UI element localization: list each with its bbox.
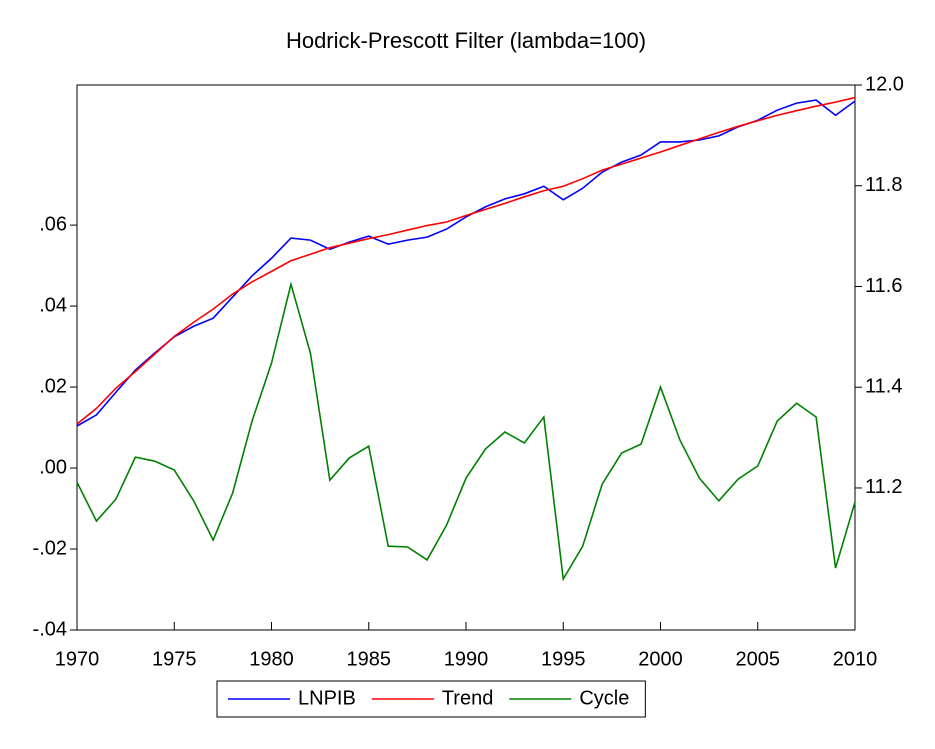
legend-label: LNPIB (298, 687, 356, 709)
y-tick-label: .04 (39, 294, 67, 316)
series-line (76, 99, 856, 427)
legend-label: Cycle (579, 687, 629, 709)
x-tick-label: 2010 (833, 648, 878, 670)
y-tick-label: .06 (39, 213, 67, 235)
x-tick-label: 1995 (541, 648, 586, 670)
chart-title: Hodrick-Prescott Filter (lambda=100) (286, 28, 646, 53)
plot-frame (76, 84, 856, 631)
x-tick-label: 1975 (152, 648, 197, 670)
x-tick-label: 1985 (347, 648, 392, 670)
legend-label: Trend (442, 687, 494, 709)
x-tick-label: 1980 (249, 648, 294, 670)
y-tick-label: -.04 (33, 618, 67, 640)
y2-tick-label: 11.6 (865, 275, 902, 297)
series-line (76, 281, 856, 582)
x-tick-label: 1970 (55, 648, 100, 670)
x-tick-label: 2000 (638, 648, 683, 670)
y-tick-label: .00 (39, 456, 67, 478)
x-tick-label: 1990 (444, 648, 489, 670)
y-tick-label: .02 (39, 375, 67, 397)
y2-tick-label: 11.8 (865, 174, 902, 196)
x-tick-label: 2005 (736, 648, 781, 670)
y2-tick-label: 11.4 (865, 375, 902, 397)
y2-tick-label: 12.0 (865, 73, 904, 95)
y-tick-label: -.02 (33, 537, 67, 559)
series-line (76, 96, 856, 425)
y2-tick-label: 11.2 (865, 476, 902, 498)
